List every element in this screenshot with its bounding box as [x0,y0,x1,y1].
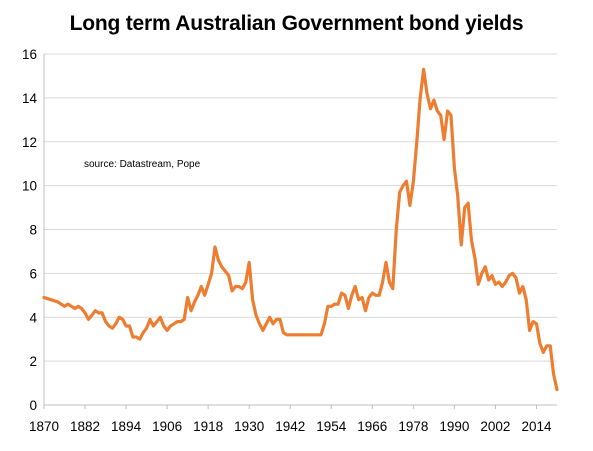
y-tick-label: 12 [22,135,37,150]
series-layer [42,67,559,392]
x-tick-label: 1906 [152,419,182,434]
x-tick-label: 1954 [316,419,347,434]
x-tick-label: 2014 [521,419,552,434]
x-tick-label: 1894 [111,419,142,434]
y-tick-label: 16 [22,47,37,62]
x-tick-label: 2002 [480,419,510,434]
y-tick-label: 2 [29,354,37,369]
axes [43,54,557,409]
x-tick-label: 1870 [29,419,59,434]
tick-labels: 0 2 4 6 8 10 12 14 16 1870 1882 1894 1906 1918 1930 194… [22,47,552,434]
x-tick-label: 1942 [275,419,305,434]
y-tick-label: 10 [22,179,37,194]
y-tick-label: 6 [29,266,37,281]
x-tick-label: 1918 [193,419,223,434]
y-tick-label: 0 [29,398,37,413]
x-tick-label: 1882 [70,419,100,434]
y-tick-label: 4 [29,310,37,325]
x-tick-label: 1930 [234,419,264,434]
source-annotation: source: Datastream, Pope [84,159,201,170]
y-tick-label: 8 [29,223,37,238]
gridlines [44,53,557,362]
chart-title: Long term Australian Government bond yie… [69,12,524,35]
x-tick-label: 1966 [357,419,387,434]
x-tick-label: 1978 [398,419,428,434]
bond-yield-line [42,67,559,392]
x-tick-label: 1990 [439,419,469,434]
y-tick-label: 14 [22,91,38,106]
